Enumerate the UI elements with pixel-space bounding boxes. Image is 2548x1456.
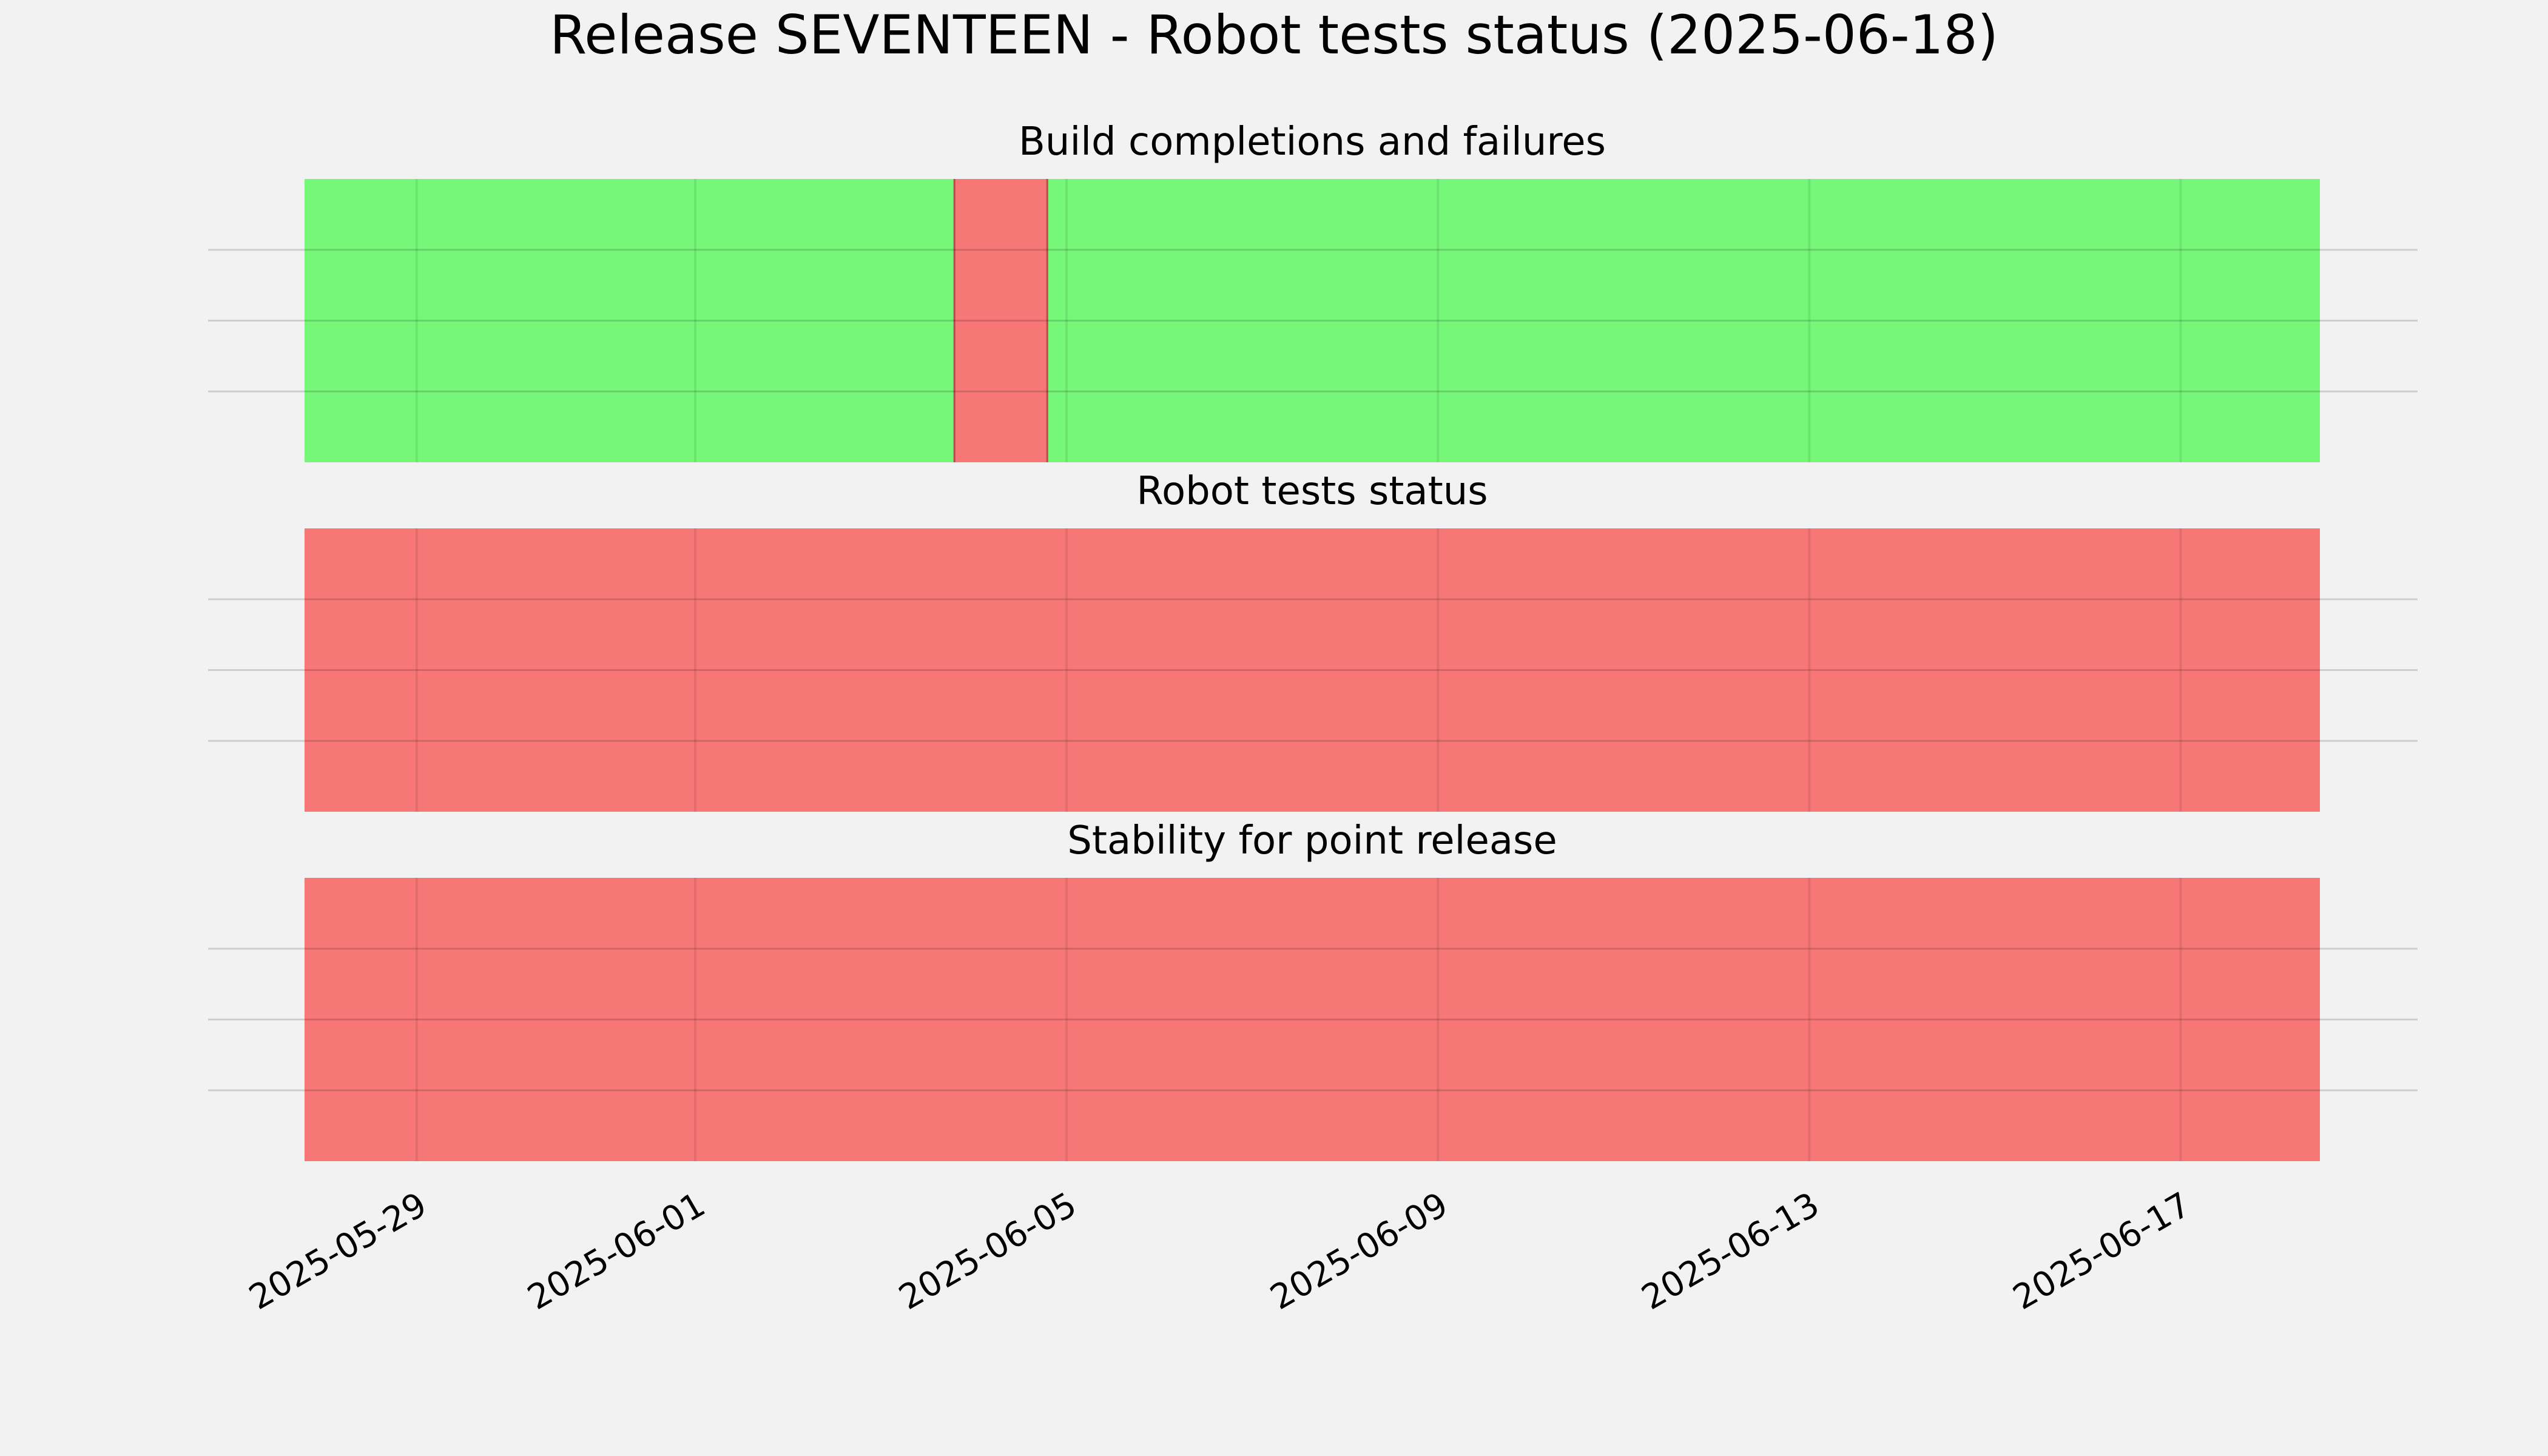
panel-title: Robot tests status	[1136, 469, 1488, 514]
chart-panels: Build completions and failures Robot test…	[208, 120, 2418, 1161]
panel-title: Stability for point release	[1067, 818, 1557, 863]
panel-3: Stability for point release	[208, 818, 2418, 1161]
panel-title: Build completions and failures	[1019, 120, 1606, 164]
panel-2: Robot tests status	[208, 469, 2418, 812]
status-segment-fail	[954, 179, 1048, 462]
status-segment-fail	[305, 878, 2320, 1161]
status-segment-fail	[305, 528, 2320, 812]
chart-title: Release SEVENTEEN - Robot tests status (…	[550, 4, 1998, 66]
status-segment-pass	[305, 179, 955, 462]
status-segment-pass	[1047, 179, 2320, 462]
panel-1: Build completions and failures	[208, 120, 2418, 462]
